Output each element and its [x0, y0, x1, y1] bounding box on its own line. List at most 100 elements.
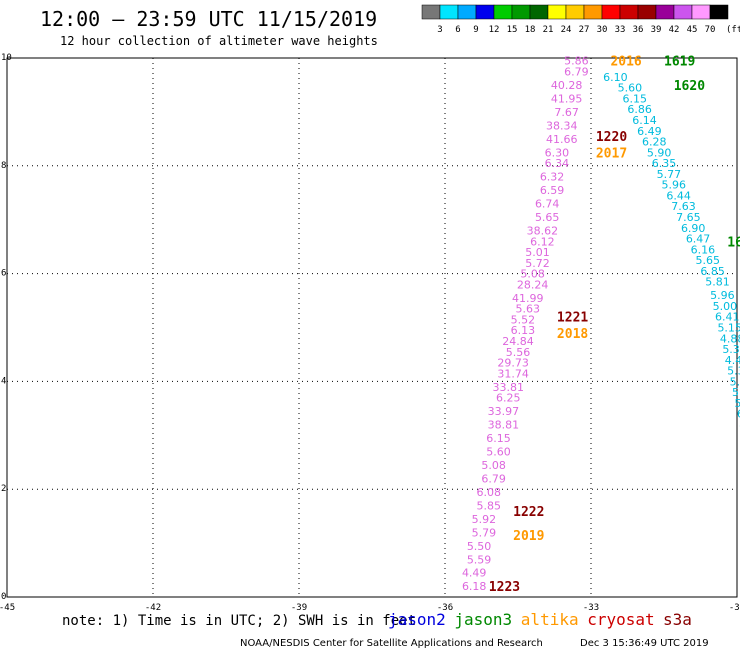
data-point-label: 5.96	[710, 289, 735, 302]
data-point-label: 6.59	[540, 184, 565, 197]
data-point-label: 5.56	[506, 346, 531, 359]
track-time-label: 1619	[664, 55, 695, 70]
colorbar-swatch	[493, 4, 513, 20]
colorbar-label: 33	[615, 25, 626, 35]
y-tick-label: 6	[1, 269, 6, 279]
data-point-label: 38.62	[527, 224, 559, 237]
data-point-label: 5.65	[696, 254, 721, 267]
data-point-label: 6.41	[715, 311, 740, 324]
data-point-label: 6.86	[627, 103, 652, 116]
data-point-label: 5.18	[734, 397, 740, 410]
data-point-label: 5.79	[472, 526, 497, 539]
colorbar-swatch	[529, 4, 549, 20]
colorbar-label: 15	[507, 25, 518, 35]
data-point-label: 6.16	[691, 243, 716, 256]
data-point-label: 41.66	[546, 133, 578, 146]
data-point-label: 6.25	[496, 392, 521, 405]
plot-frame	[6, 57, 738, 598]
legend-item: jason3	[454, 610, 512, 629]
y-tick-label: 0	[1, 592, 6, 602]
colorbar-label: 3	[437, 25, 442, 35]
axis-ticks: -45 -42 -39 -36 -33 -30 0 2 4 6 8 10	[0, 53, 740, 613]
data-point-label: 5.59	[467, 553, 492, 566]
track-time-label: 1222	[513, 505, 544, 520]
data-point-label: 6.13	[511, 324, 536, 337]
y-tick-label: 4	[1, 376, 6, 386]
data-point-label: 6.79	[481, 472, 506, 485]
data-point-label: 41.95	[551, 92, 583, 105]
data-point-label: 5.15	[717, 322, 740, 335]
x-tick-label: -33	[583, 603, 599, 613]
data-point-label: 5.96	[661, 179, 686, 192]
chart-subtitle: 12 hour collection of altimeter wave hei…	[60, 34, 378, 48]
x-tick-label: -36	[437, 603, 453, 613]
footer-generated: Dec 3 15:36:49 UTC 2019	[580, 638, 709, 649]
data-point-label: 33.81	[493, 381, 525, 394]
legend-item: s3a	[663, 610, 692, 629]
data-point-label: 5.00	[713, 300, 738, 313]
colorbar-label: 39	[651, 25, 662, 35]
data-point-label: 6.49	[637, 125, 662, 138]
plot-grid	[7, 58, 737, 597]
data-point-label: 6.15	[486, 432, 511, 445]
colorbar-swatch	[439, 4, 459, 20]
data-points: 6.105.606.156.866.146.496.285.906.355.77…	[462, 55, 740, 594]
x-tick-label: -30	[729, 603, 740, 613]
data-point-label: 5.81	[705, 276, 730, 289]
colorbar-label: 21	[543, 25, 554, 35]
data-point-label: 7.63	[671, 200, 696, 213]
track-time-label: 1621	[727, 235, 740, 250]
data-point-label: 6.85	[700, 265, 725, 278]
colorbar-swatch	[457, 4, 477, 20]
data-point-label: 6.44	[666, 189, 691, 202]
x-tick-label: -45	[0, 603, 15, 613]
satellite-legend: jason2 jason3 altika cryosat s3a	[388, 610, 692, 629]
data-point-label: 6.90	[681, 222, 706, 235]
data-point-label: 7.67	[554, 106, 579, 119]
data-point-label: 5.38	[727, 365, 740, 378]
data-point-label: 5.65	[535, 211, 560, 224]
colorbar-unit: (ft)	[726, 25, 740, 35]
colorbar-label: 12	[489, 25, 500, 35]
data-point-label: 4.49	[462, 567, 487, 580]
data-point-label: 29.73	[497, 357, 529, 370]
data-point-label: 5.08	[520, 268, 545, 281]
data-point-label: 6.28	[642, 136, 667, 149]
colorbar-swatch	[673, 4, 693, 20]
colorbar-label: 45	[687, 25, 698, 35]
data-point-label: 5.60	[618, 82, 643, 95]
colorbar-swatch	[601, 4, 621, 20]
footer-credit: NOAA/NESDIS Center for Satellite Applica…	[240, 638, 543, 649]
data-point-label: 6.79	[564, 65, 589, 78]
data-point-label: 6.47	[686, 233, 711, 246]
data-point-label: 5.84	[732, 386, 740, 399]
colorbar-swatch	[583, 4, 603, 20]
colorbar-swatch	[691, 4, 711, 20]
data-point-label: 6.10	[603, 71, 628, 84]
data-point-label: 33.97	[488, 405, 520, 418]
track-time-label: 1220	[596, 130, 627, 145]
data-point-label: 31.74	[497, 367, 529, 380]
data-point-label: 28.24	[517, 278, 549, 291]
data-point-label: 6.30	[545, 146, 570, 159]
colorbar-label: 9	[473, 25, 478, 35]
data-point-label: 6.15	[623, 92, 648, 105]
data-point-label: 5.86	[564, 55, 589, 68]
colorbar-swatch	[709, 4, 729, 20]
data-point-label: 5.04	[730, 375, 740, 388]
color-scale-bar: 3 6 9 12 15 18 21 24 27 30 33 36 39 42 45 70	[421, 4, 729, 35]
data-point-label: 6.74	[535, 198, 560, 211]
legend-item: cryosat	[587, 610, 654, 629]
data-point-label: 38.81	[488, 419, 520, 432]
colorbar-label: 42	[669, 25, 680, 35]
data-point-label: 7.65	[676, 211, 701, 224]
track-time-label: 2018	[557, 327, 588, 342]
colorbar-label: 30	[597, 25, 608, 35]
chart-title: 12:00 — 23:59 UTC 11/15/2019	[40, 7, 377, 31]
data-point-label: 6.12	[530, 235, 555, 248]
y-tick-label: 10	[1, 53, 12, 63]
colorbar-swatch	[547, 4, 567, 20]
data-point-label: 5.90	[647, 146, 672, 159]
